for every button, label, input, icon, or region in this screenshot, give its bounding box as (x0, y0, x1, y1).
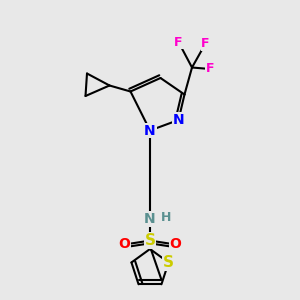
Text: F: F (201, 37, 210, 50)
Text: F: F (206, 62, 214, 76)
Text: S: S (163, 255, 174, 270)
Text: O: O (118, 238, 130, 251)
Text: O: O (169, 238, 181, 251)
Text: S: S (145, 233, 155, 248)
Text: N: N (144, 124, 156, 137)
Text: N: N (144, 212, 156, 226)
Text: H: H (161, 211, 172, 224)
Text: N: N (173, 113, 184, 127)
Text: F: F (174, 35, 183, 49)
